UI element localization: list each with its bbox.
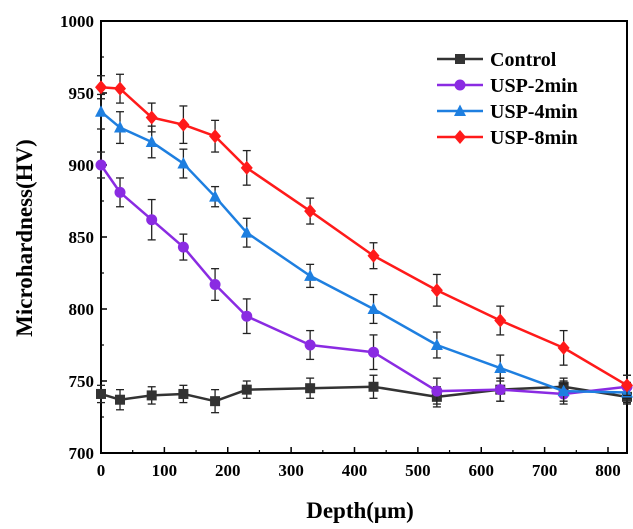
y-tick-label: 850	[69, 228, 95, 247]
data-point	[146, 214, 158, 226]
series-layer	[95, 73, 633, 414]
legend-label: USP-8min	[490, 127, 578, 149]
data-point	[240, 226, 253, 238]
x-tick-label: 0	[97, 461, 106, 480]
data-point	[209, 129, 222, 144]
data-point	[494, 384, 506, 396]
data-point	[304, 339, 316, 351]
x-tick-label: 200	[215, 461, 241, 480]
data-point	[145, 110, 158, 125]
legend-marker	[454, 79, 466, 91]
legend-marker	[454, 130, 466, 144]
x-axis-ticks: 0 100 200 300 400 500 600 700 800	[97, 447, 621, 480]
x-tick-label: 800	[595, 461, 621, 480]
legend-label: USP-2min	[490, 75, 578, 97]
legend-marker	[455, 54, 465, 64]
legend-item: USP-2min	[437, 75, 578, 97]
x-axis-title: Depth(μm)	[306, 498, 414, 523]
legend-label: Control	[490, 49, 557, 71]
data-point	[145, 135, 158, 147]
legend-item: USP-4min	[437, 101, 578, 123]
y-tick-label: 1000	[60, 12, 94, 31]
data-point	[494, 361, 507, 374]
data-point	[178, 388, 189, 399]
data-point	[114, 186, 126, 198]
series-line	[99, 164, 628, 396]
x-tick-label: 700	[532, 461, 558, 480]
legend-item: Control	[437, 49, 557, 71]
data-point	[177, 117, 190, 132]
series-usp-2min	[95, 151, 633, 405]
series-usp-8min	[95, 73, 633, 397]
data-point	[95, 80, 107, 95]
data-point	[430, 283, 443, 298]
y-tick-label: 950	[69, 84, 95, 103]
x-tick-label: 600	[468, 461, 494, 480]
x-tick-label: 500	[405, 461, 431, 480]
y-axis-title: Microhardness(HV)	[12, 139, 37, 337]
data-point	[368, 346, 380, 358]
data-point	[621, 378, 633, 393]
data-point	[431, 385, 443, 397]
data-point	[494, 313, 507, 328]
x-tick-label: 400	[342, 461, 368, 480]
data-point	[304, 204, 317, 219]
data-point	[367, 302, 380, 314]
x-tick-label: 300	[278, 461, 304, 480]
y-tick-label: 700	[69, 444, 95, 463]
data-point	[146, 390, 157, 401]
series-line	[100, 110, 628, 394]
data-point	[367, 248, 380, 263]
data-point	[177, 241, 189, 253]
series-usp-4min	[95, 93, 633, 404]
y-tick-label: 800	[69, 300, 95, 319]
data-point	[114, 81, 127, 96]
legend: Control USP-2min USP-4min USP-8min	[437, 49, 578, 149]
data-point	[209, 279, 221, 291]
data-point	[241, 310, 253, 322]
data-point	[241, 384, 252, 395]
data-point	[430, 338, 443, 350]
data-point	[114, 121, 127, 133]
data-point	[95, 159, 107, 171]
series-line	[100, 85, 628, 387]
legend-item: USP-8min	[437, 127, 578, 149]
data-point	[368, 381, 379, 392]
legend-marker	[454, 104, 466, 116]
y-axis-ticks: 700 750 800 850 900 950 1000	[60, 12, 107, 463]
data-point	[557, 340, 570, 355]
data-point	[305, 383, 316, 394]
data-point	[304, 269, 317, 281]
y-tick-label: 900	[69, 156, 95, 175]
data-point	[115, 394, 126, 405]
y-tick-label: 750	[69, 372, 95, 391]
data-point	[96, 388, 106, 399]
data-point	[240, 160, 253, 175]
data-point	[209, 190, 222, 202]
data-point	[177, 157, 190, 169]
data-point	[210, 396, 221, 407]
x-tick-label: 100	[152, 461, 178, 480]
data-point	[95, 105, 107, 117]
data-point	[557, 384, 570, 397]
legend-label: USP-4min	[490, 101, 578, 123]
